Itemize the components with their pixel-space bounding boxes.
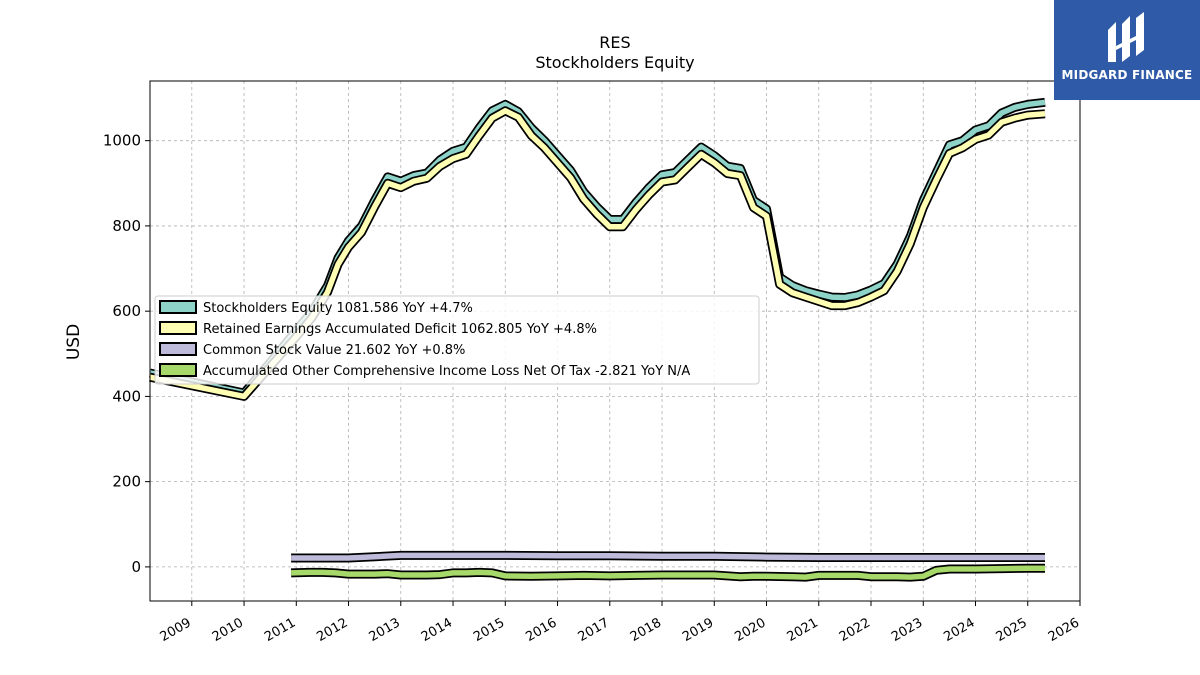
x-tick-label: 2020 [732,615,768,645]
y-ticks: 0 200 400 600 800 1000 [103,132,150,576]
x-tick-label: 2017 [576,615,612,645]
y-tick-label: 800 [112,217,141,235]
series-2 [291,550,1045,563]
legend-entry: Accumulated Other Comprehensive Income L… [203,364,690,379]
brand-logo: MIDGARD FINANCE [1054,0,1200,100]
plot-frame [149,80,1081,602]
y-tick-label: 200 [112,473,141,491]
x-tick-label: 2011 [262,615,298,645]
y-tick-label: 600 [112,302,141,320]
x-tick-label: 2009 [158,615,194,645]
legend: Stockholders Equity 1081.586 YoY +4.7% Re… [154,295,760,385]
chart-subtitle: Stockholders Equity [535,53,694,72]
y-tick-label: 1000 [103,132,141,150]
x-tick-label: 2010 [210,615,246,645]
series-layer [149,97,1046,582]
x-tick-label: 2023 [889,615,925,645]
x-tick-label: 2026 [1046,615,1082,645]
series-line [149,108,1046,400]
legend-entry: Common Stock Value 21.602 YoY +0.8% [203,343,465,358]
y-tick-label: 0 [131,558,141,576]
legend-swatch [159,363,197,377]
x-tick-label: 2014 [419,615,455,645]
x-tick-label: 2024 [941,615,977,645]
x-tick-label: 2018 [628,615,664,645]
legend-swatch [159,342,197,356]
legend-entry: Retained Earnings Accumulated Deficit 10… [203,322,597,337]
series-3 [290,563,1045,582]
logo-text: MIDGARD FINANCE [1061,68,1193,82]
x-tick-label: 2015 [471,615,507,645]
x-tick-label: 2025 [994,615,1030,645]
legend-entry: Stockholders Equity 1081.586 YoY +4.7% [203,301,473,316]
series-line [291,552,1045,561]
x-tick-label: 2013 [367,615,403,645]
y-axis-label: USD [64,324,84,360]
chart-title: RES [599,33,630,52]
series-1 [149,106,1046,401]
logo-mark-icon [1108,12,1144,62]
x-tick-label: 2022 [837,615,873,645]
legend-box [154,295,760,385]
legend-swatch [159,300,197,314]
y-tick-label: 400 [112,387,141,405]
legend-swatch [159,321,197,335]
x-ticks: 2009 2010 2011 2012 2013 2014 2015 2016 2017 2018… [158,601,1082,645]
x-tick-label: 2021 [785,615,821,645]
x-tick-label: 2012 [314,615,350,645]
series-line [291,565,1045,580]
x-tick-label: 2016 [523,615,559,645]
x-tick-label: 2019 [680,615,716,645]
